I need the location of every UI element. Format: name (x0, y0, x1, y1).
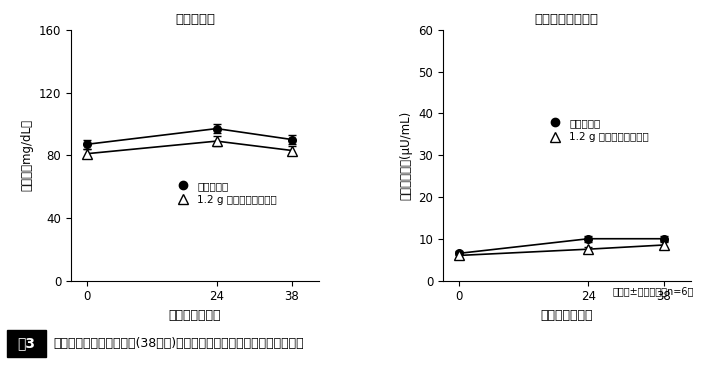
Title: （インスリン値）: （インスリン値） (535, 13, 599, 26)
Y-axis label: 血糖値（mg/dL）: 血糖値（mg/dL） (21, 119, 33, 191)
Text: 桑葉エキスの長期間摄取(38日間)が血糖値とインスリン値に与える影響: 桑葉エキスの長期間摄取(38日間)が血糖値とインスリン値に与える影響 (53, 337, 304, 350)
Y-axis label: インスリン値(μU/mL): インスリン値(μU/mL) (399, 111, 413, 200)
X-axis label: 投与期間（日）: 投与期間（日） (169, 309, 221, 322)
Title: （血糖値）: （血糖値） (175, 13, 215, 26)
FancyBboxPatch shape (7, 330, 46, 357)
Legend: プラセボ群, 1.2 g 桑葉エキス投与群: プラセボ群, 1.2 g 桑葉エキス投与群 (168, 177, 281, 209)
X-axis label: 投与期間（日）: 投与期間（日） (540, 309, 593, 322)
Text: 平均値±標準誤差（n=6）: 平均値±標準誤差（n=6） (613, 286, 694, 296)
Text: 図3: 図3 (18, 337, 36, 350)
Legend: プラセボ群, 1.2 g 桑葉エキス投与群: プラセボ群, 1.2 g 桑葉エキス投与群 (540, 114, 653, 146)
